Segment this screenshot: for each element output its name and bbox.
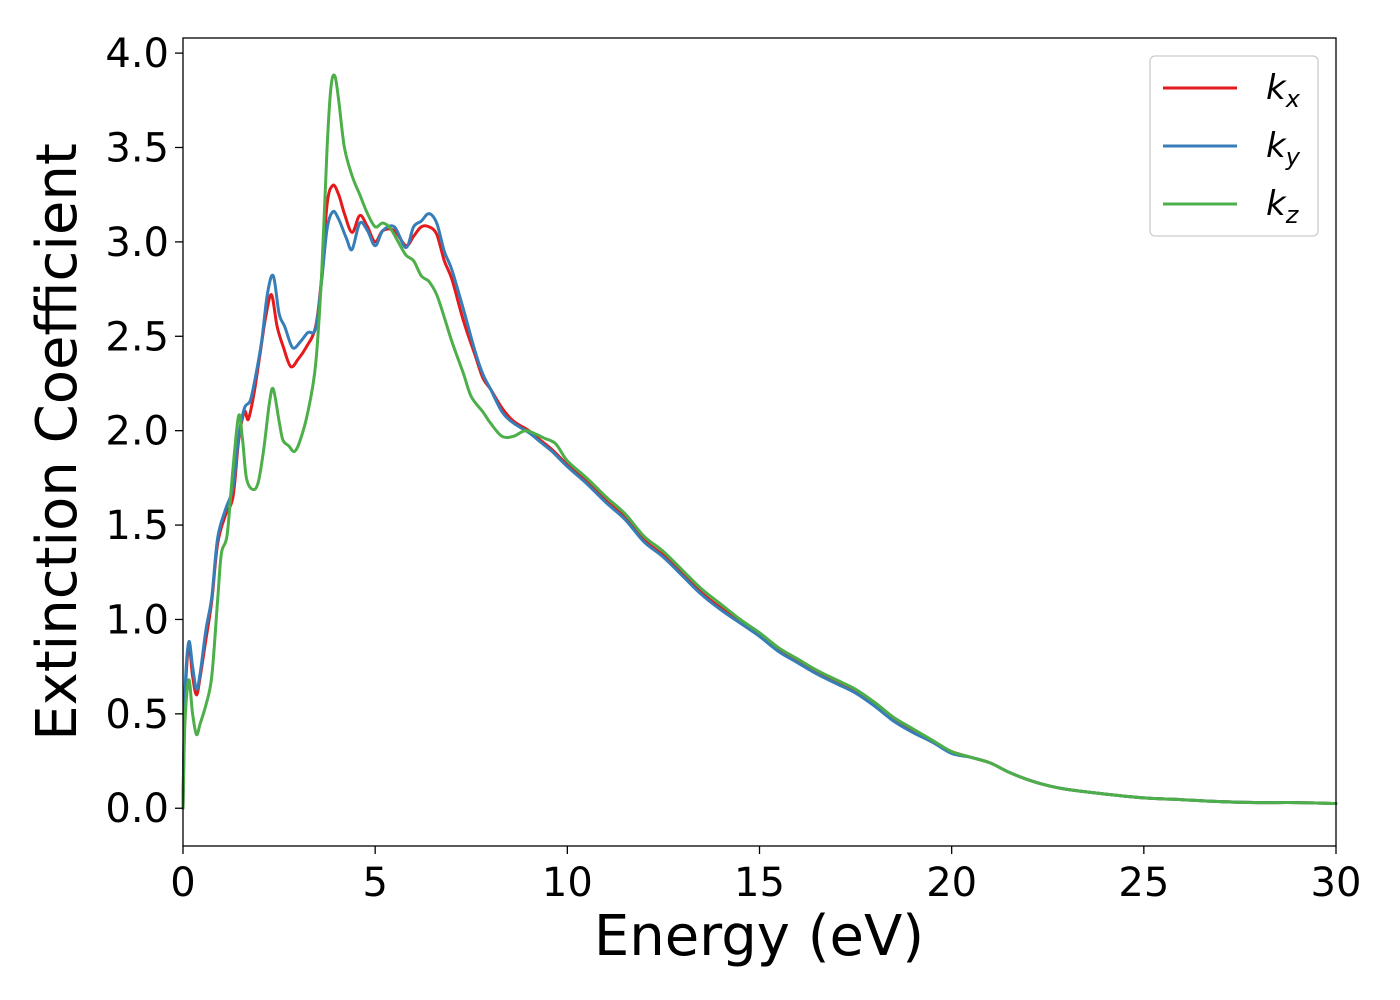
x-tick-label: 25 [1118,860,1169,906]
y-tick-label: 3.0 [105,220,169,266]
x-tick-label: 5 [362,860,387,906]
x-tick-label: 20 [926,860,977,906]
x-axis-ticks: 0 5 10 15 20 25 30 [170,846,1361,906]
x-tick-label: 0 [170,860,195,906]
x-tick-label: 15 [734,860,785,906]
y-tick-label: 3.5 [105,125,169,171]
y-axis-ticks: 0.0 0.5 1.0 1.5 2.0 2.5 3.0 3.5 4.0 [105,31,183,832]
legend-label-k-x: kx [1266,68,1301,113]
y-tick-label: 0.0 [105,786,169,832]
y-tick-label: 2.0 [105,409,169,455]
series-line-k-y [181,209,1338,810]
legend: kx ky kz [1149,55,1319,237]
y-axis-title: Extinction Coefficient [25,143,90,741]
series-line-k-x [181,183,1338,810]
y-tick-label: 1.5 [105,503,169,549]
legend-label-k-y: ky [1266,126,1301,171]
series-line-k-z [181,73,1338,810]
legend-items: kx ky kz [1163,68,1301,229]
series-layer [181,73,1338,810]
x-tick-label: 30 [1311,860,1362,906]
x-axis-title: Energy (eV) [594,904,924,969]
y-tick-label: 2.5 [105,314,169,360]
legend-label-k-z: kz [1266,184,1300,229]
x-tick-label: 10 [542,860,593,906]
y-tick-label: 0.5 [105,692,169,738]
y-tick-label: 4.0 [105,31,169,77]
y-tick-label: 1.0 [105,597,169,643]
